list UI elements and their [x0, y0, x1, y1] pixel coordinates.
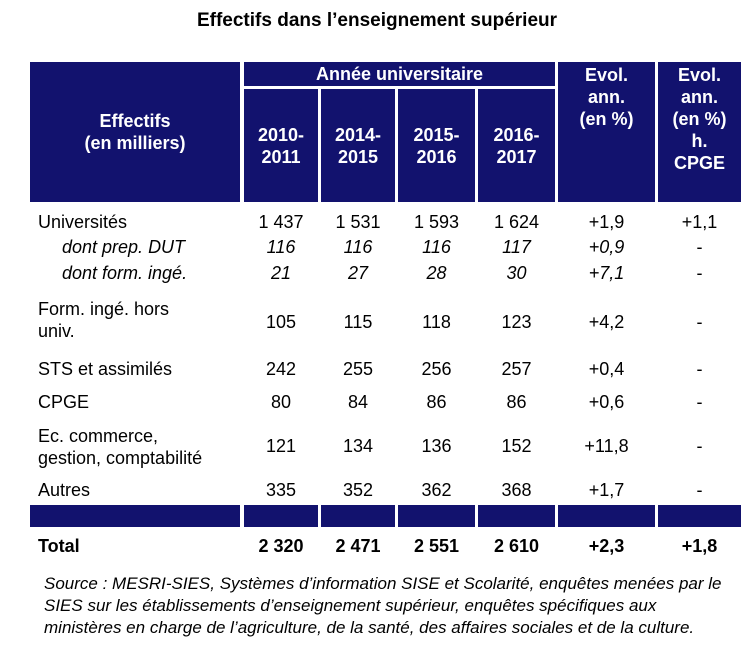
table-cell-evol: +0,4: [588, 359, 625, 379]
table-cell: 136: [421, 436, 452, 456]
table-cell: 1 437: [258, 212, 304, 232]
year-header-text: 2014- 2015: [334, 124, 382, 167]
year-group-header-text: Année universitaire: [315, 64, 484, 84]
row-label-header-text: Effectifs (en milliers): [84, 111, 186, 153]
separator-band: [658, 505, 741, 527]
year-header-2014-2015: 2014- 2015: [321, 89, 395, 202]
table-cell: 116: [343, 237, 373, 257]
table-cell-total-evol-h: +1,8: [681, 536, 718, 556]
table-cell: 84: [347, 392, 369, 412]
table-cell: 1 531: [335, 212, 381, 232]
table-cell-total: 2 551: [413, 536, 460, 556]
separator-band: [321, 505, 395, 527]
row-label-universites: Universités: [38, 212, 128, 232]
table-cell-evol-h: -: [696, 237, 703, 257]
table-cell-evol: +0,9: [588, 237, 625, 257]
table-cell: 242: [265, 359, 297, 379]
table-cell-evol: +4,2: [588, 312, 625, 332]
table-cell-evol: +1,7: [588, 480, 625, 500]
table-cell: 335: [265, 480, 297, 500]
table-cell: 134: [342, 436, 374, 456]
row-label-dont-prep-dut: dont prep. DUT: [62, 237, 186, 257]
source-note: Source : MESRI-SIES, Systèmes d’informat…: [44, 574, 722, 637]
table-cell: 1 624: [493, 212, 540, 232]
table-cell: 80: [270, 392, 292, 412]
table-cell-evol-h: -: [696, 359, 703, 379]
year-group-header: Année universitaire: [244, 62, 555, 86]
year-header-text: 2015- 2016: [413, 124, 460, 167]
table-cell: 28: [426, 263, 447, 283]
table-cell-total: 2 320: [258, 536, 304, 556]
table-cell-evol: +1,9: [588, 212, 625, 232]
table-cell: 27: [347, 263, 369, 283]
row-label-dont-form-inge: dont form. ingé.: [62, 263, 188, 283]
table-cell-evol-h: +1,1: [681, 212, 718, 232]
table-cell: 362: [421, 480, 452, 500]
table-cell-evol-h: -: [696, 263, 703, 283]
table-cell-evol-h: -: [696, 312, 703, 332]
row-label-ec-commerce: Ec. commerce, gestion, comptabilité: [38, 426, 203, 468]
table-cell-evol: +0,6: [588, 392, 625, 412]
table-cell-total: 2 471: [335, 536, 381, 556]
table-cell: 86: [426, 392, 447, 412]
table-cell: 117: [502, 237, 531, 257]
table-cell: 152: [501, 436, 532, 456]
table-cell-evol: +7,1: [588, 263, 625, 283]
table-cell: 86: [506, 392, 527, 412]
year-header-2016-2017: 2016- 2017: [478, 89, 555, 202]
table-cell: 368: [501, 480, 532, 500]
table-cell-total-evol: +2,3: [588, 536, 625, 556]
separator-band: [398, 505, 475, 527]
table-cell: 1 593: [413, 212, 460, 232]
separator-band: [244, 505, 318, 527]
table-cell: 352: [342, 480, 374, 500]
table-cell-total: 2 610: [493, 536, 540, 556]
separator-band: [558, 505, 655, 527]
table-cell-evol: +11,8: [584, 436, 629, 456]
table-cell: 116: [422, 237, 451, 257]
table-cell: 115: [343, 312, 373, 332]
year-header-text: 2010- 2011: [257, 124, 305, 167]
table-cell: 116: [266, 237, 296, 257]
evol-header: Evol. ann. (en %): [558, 62, 655, 202]
table-cell: 257: [501, 359, 532, 379]
separator-band: [478, 505, 555, 527]
evol-hors-cpge-header: Evol. ann. (en %) h. CPGE: [658, 62, 741, 202]
evol-header-text: Evol. ann. (en %): [579, 65, 634, 129]
table-cell-evol-h: -: [696, 480, 703, 500]
year-header-2015-2016: 2015- 2016: [398, 89, 475, 202]
table-cell: 256: [421, 359, 452, 379]
table-cell-evol-h: -: [696, 436, 703, 456]
table-cell: 118: [422, 312, 451, 332]
table-cell: 121: [265, 436, 297, 456]
row-label-autres: Autres: [38, 480, 91, 500]
separator-band: [30, 505, 240, 527]
table-cell-evol-h: -: [696, 392, 703, 412]
table-cell: 105: [265, 312, 297, 332]
row-label-cpge: CPGE: [38, 392, 90, 412]
table-cell: 30: [506, 263, 527, 283]
row-label-sts: STS et assimilés: [38, 359, 173, 379]
row-label-header: Effectifs (en milliers): [30, 62, 240, 202]
row-label-form-inge-hors-univ: Form. ingé. hors univ.: [38, 299, 170, 341]
table-cell: 255: [342, 359, 374, 379]
table-cell: 21: [270, 263, 292, 283]
row-label-total: Total: [38, 536, 80, 556]
year-header-text: 2016- 2017: [493, 124, 540, 167]
table-cell: 123: [501, 312, 532, 332]
table-title: Effectifs dans l’enseignement supérieur: [196, 10, 558, 31]
evol-hors-cpge-header-text: Evol. ann. (en %) h. CPGE: [672, 65, 727, 173]
year-header-2010-2011: 2010- 2011: [244, 89, 318, 202]
